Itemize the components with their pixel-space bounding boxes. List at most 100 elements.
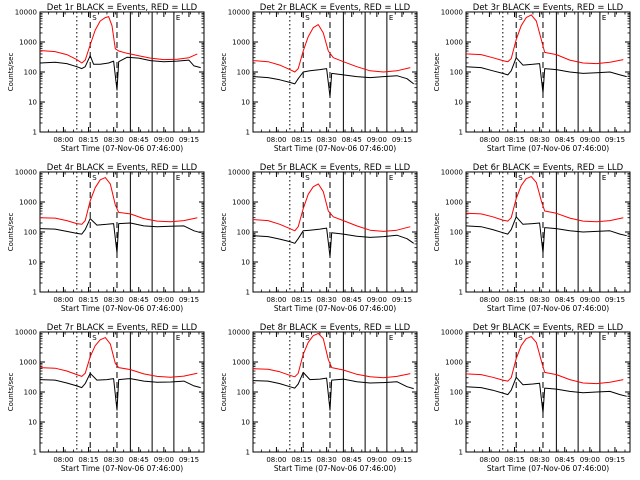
x-axis-label: Start Time (07-Nov-06 07:46:00) [487, 144, 609, 153]
panel-3r: Det 3r BLACK = Events, RED = LLD 1 10 100 10… [433, 3, 631, 153]
y-axis-label: Counts/sec [220, 53, 228, 92]
annotation-label: S [92, 174, 97, 182]
x-tick-label: 08:15 [504, 456, 524, 464]
y-tick-label: 10 [28, 99, 37, 107]
x-tick-label: 09:15 [179, 136, 199, 144]
annotation-label: E [602, 174, 606, 182]
y-tick-label: 10 [241, 99, 250, 107]
x-tick-label: 08:30 [530, 456, 550, 464]
x-tick-label: 08:30 [317, 296, 337, 304]
series-line-lld [252, 332, 411, 379]
y-tick-label: 10000 [15, 9, 37, 17]
y-tick-label: 1000 [19, 39, 37, 47]
y-tick-label: 100 [24, 389, 37, 397]
panel-8r: Det 8r BLACK = Events, RED = LLD 1 10 100 10… [220, 323, 418, 473]
y-tick-label: 100 [237, 69, 250, 77]
x-tick-label: 08:00 [479, 136, 499, 144]
annotation-label: S [518, 174, 523, 182]
y-tick-label: 1000 [445, 359, 463, 367]
y-tick-label: 10000 [228, 169, 250, 177]
y-tick-label: 1 [33, 129, 37, 137]
series-line-lld [465, 176, 624, 223]
y-tick-label: 10 [454, 259, 463, 267]
x-tick-label: 09:15 [179, 456, 199, 464]
panel-6r: Det 6r BLACK = Events, RED = LLD 1 10 100 10… [433, 163, 631, 313]
x-axis-label: Start Time (07-Nov-06 07:46:00) [274, 464, 396, 473]
series-line-lld [39, 337, 198, 378]
x-tick-label: 08:15 [78, 296, 98, 304]
y-tick-label: 1000 [19, 199, 37, 207]
series-line-lld [252, 24, 411, 73]
annotation-label: E [176, 174, 180, 182]
x-axis-label: Start Time (07-Nov-06 07:46:00) [61, 304, 183, 313]
annotation-label: E [602, 334, 606, 342]
x-tick-label: 09:15 [392, 456, 412, 464]
y-tick-label: 1000 [232, 39, 250, 47]
x-tick-label: 09:00 [367, 456, 387, 464]
x-tick-label: 09:00 [154, 136, 174, 144]
x-tick-label: 08:00 [479, 456, 499, 464]
panel-4r: Det 4r BLACK = Events, RED = LLD 1 10 100 10… [7, 163, 205, 313]
annotation-label: E [176, 334, 180, 342]
x-tick-label: 08:15 [78, 456, 98, 464]
x-axis-label: Start Time (07-Nov-06 07:46:00) [487, 304, 609, 313]
y-axis-label: Counts/sec [433, 53, 441, 92]
y-tick-label: 10 [454, 419, 463, 427]
series-line-events [39, 218, 201, 254]
y-tick-label: 10 [28, 259, 37, 267]
x-tick-label: 08:45 [342, 136, 362, 144]
x-tick-label: 09:00 [154, 296, 174, 304]
y-tick-label: 10 [28, 419, 37, 427]
x-tick-label: 09:00 [580, 456, 600, 464]
annotation-label: E [389, 174, 393, 182]
x-tick-label: 08:45 [129, 296, 149, 304]
annotation-label: S [305, 334, 310, 342]
x-tick-label: 09:00 [580, 136, 600, 144]
x-axis-label: Start Time (07-Nov-06 07:46:00) [274, 304, 396, 313]
panel-5r: Det 5r BLACK = Events, RED = LLD 1 10 100 10… [220, 163, 418, 313]
panel-9r: Det 9r BLACK = Events, RED = LLD 1 10 100 10… [433, 323, 631, 473]
y-tick-label: 100 [450, 229, 463, 237]
x-tick-label: 09:15 [392, 296, 412, 304]
x-tick-label: 08:15 [291, 456, 311, 464]
y-axis-label: Counts/sec [7, 213, 15, 252]
x-tick-label: 08:30 [317, 136, 337, 144]
y-tick-label: 1 [33, 449, 37, 457]
x-tick-label: 08:45 [555, 296, 575, 304]
y-tick-label: 10 [241, 259, 250, 267]
series-line-events [252, 227, 414, 258]
x-tick-label: 08:30 [104, 456, 124, 464]
y-tick-label: 1 [246, 129, 250, 137]
panel-title: Det 3r BLACK = Events, RED = LLD [473, 3, 624, 13]
annotation-label: S [92, 334, 97, 342]
panel-7r: Det 7r BLACK = Events, RED = LLD 1 10 100 10… [7, 323, 205, 473]
y-tick-label: 1 [459, 289, 463, 297]
y-tick-label: 1000 [232, 359, 250, 367]
x-tick-label: 08:30 [104, 296, 124, 304]
x-tick-label: 08:00 [266, 136, 286, 144]
x-tick-label: 08:45 [129, 456, 149, 464]
y-tick-label: 100 [24, 229, 37, 237]
y-tick-label: 10 [454, 99, 463, 107]
y-tick-label: 1000 [445, 199, 463, 207]
x-tick-label: 09:00 [580, 296, 600, 304]
y-tick-label: 10000 [441, 9, 463, 17]
x-tick-label: 08:30 [104, 136, 124, 144]
y-tick-label: 1 [459, 129, 463, 137]
y-axis-label: Counts/sec [433, 213, 441, 252]
x-tick-label: 08:45 [555, 456, 575, 464]
y-tick-label: 1000 [19, 359, 37, 367]
y-tick-label: 10000 [15, 329, 37, 337]
y-tick-label: 1 [33, 289, 37, 297]
x-tick-label: 09:00 [367, 296, 387, 304]
series-line-events [39, 55, 201, 91]
x-tick-label: 08:00 [479, 296, 499, 304]
panel-title: Det 9r BLACK = Events, RED = LLD [473, 323, 624, 333]
panel-title: Det 5r BLACK = Events, RED = LLD [260, 163, 411, 173]
panel-title: Det 6r BLACK = Events, RED = LLD [473, 163, 624, 173]
y-tick-label: 1000 [445, 39, 463, 47]
y-tick-label: 100 [24, 69, 37, 77]
y-tick-label: 10 [241, 419, 250, 427]
